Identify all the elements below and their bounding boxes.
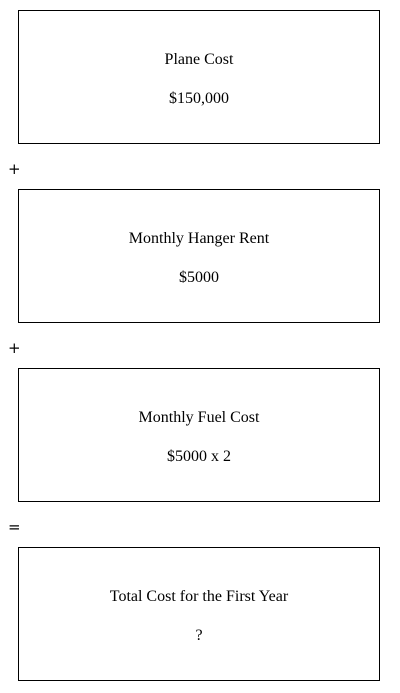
- fuel-cost-box: Monthly Fuel Cost $5000 x 2: [18, 368, 380, 502]
- plane-cost-label: Plane Cost: [164, 51, 234, 68]
- equals-operator: =: [8, 518, 21, 536]
- fuel-cost-label: Monthly Fuel Cost: [138, 409, 260, 426]
- plane-cost-box: Plane Cost $150,000: [18, 10, 380, 144]
- plane-cost-value: $150,000: [169, 90, 229, 107]
- total-cost-label: Total Cost for the First Year: [109, 588, 289, 605]
- total-cost-value: ?: [195, 627, 203, 644]
- hanger-rent-value: $5000: [179, 269, 219, 286]
- plus-operator-2: +: [8, 339, 21, 357]
- hanger-rent-label: Monthly Hanger Rent: [128, 230, 270, 247]
- hanger-rent-box: Monthly Hanger Rent $5000: [18, 189, 380, 323]
- fuel-cost-value: $5000 x 2: [167, 448, 231, 465]
- total-cost-box: Total Cost for the First Year ?: [18, 547, 380, 681]
- plus-operator-1: +: [8, 160, 21, 178]
